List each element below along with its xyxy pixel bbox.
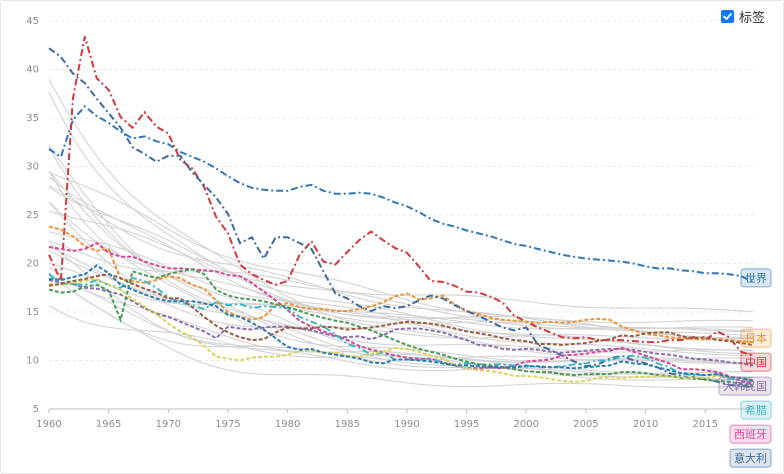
background-series-line [48,249,754,340]
checkbox-checked-icon[interactable] [720,10,734,23]
x-tick-label: 1980 [275,419,300,430]
x-tick-label: 1975 [215,419,240,430]
series-end-label-text: 希腊 [745,403,767,417]
series-line[interactable] [48,47,754,389]
y-tick-label: 40 [26,65,39,76]
background-series-line [48,186,754,355]
background-series-line [48,262,754,324]
series-end-label-text: 西班牙 [734,428,767,441]
y-tick-label: 15 [26,307,39,318]
series-end-label-box [740,352,772,372]
background-series-line [48,266,754,365]
label-toggle-text: 标签 [738,11,765,26]
series-end-label-box [729,448,772,468]
x-tick-label: 2000 [514,419,539,430]
series-end-label-box [740,328,772,348]
background-series-line [48,91,754,333]
gridlines [49,20,753,410]
series-end-label[interactable]: 日本 [740,328,772,348]
y-tick-label: 45 [26,16,39,27]
series-end-label[interactable]: 世界 [740,268,772,288]
x-tick-label: 2015 [693,419,718,430]
series-end-label[interactable]: 意大利 [729,448,772,468]
series-end-label-text: 中国 [745,356,767,369]
x-tick-label: 2005 [573,419,598,430]
x-tick-label: 2010 [633,419,658,430]
series-end-label-box [718,376,772,396]
background-series-line [48,171,754,340]
series-line[interactable] [48,241,754,385]
series-line[interactable] [48,105,754,283]
series-end-label[interactable]: 大韩民国 [718,376,772,396]
series-line[interactable] [48,277,754,383]
series-line[interactable] [48,273,754,347]
background-series-line [48,144,754,382]
label-toggle-checkbox[interactable]: 标签 [720,7,765,26]
series-end-label-box [740,268,772,288]
y-tick-label: 25 [26,210,39,221]
series-line[interactable] [48,225,754,344]
y-tick-label: 20 [26,259,39,270]
background-series-line [48,210,754,340]
series-line[interactable] [48,264,754,382]
background-series-line [48,305,753,364]
series-end-label-text: 日本 [745,331,767,345]
y-tick-label: 35 [26,113,39,124]
background-series-line [48,272,754,389]
x-tick-label: 1990 [394,419,419,430]
series-line[interactable] [48,36,754,357]
y-tick-label: 10 [26,356,39,367]
x-tick-label: 1995 [454,419,479,430]
x-tick-label: 1965 [96,419,121,430]
x-tick-label: 1960 [36,419,61,430]
axes: 5 10 15 20 25 30 35 40 45 1960 1965 1970 1975 1980 198… [26,16,753,430]
x-tick-label: 1970 [156,419,181,430]
background-series-line [48,231,754,351]
series-end-label-box [740,400,772,420]
y-tick-label: 5 [33,404,39,415]
x-tick-label: 1985 [335,419,360,430]
series-end-label[interactable]: 中国 [740,352,772,372]
highlighted-series [48,36,754,389]
series-end-label[interactable]: 希腊 [740,400,772,420]
y-tick-label: 30 [26,162,39,173]
series-end-label-text: 意大利 [734,451,767,465]
series-end-label-box [729,424,772,444]
background-series-line [48,176,754,356]
series-end-label-text: 大韩民国 [723,379,767,393]
series-end-label-text: 世界 [745,272,767,285]
background-series-line [48,241,753,375]
series-end-label[interactable]: 西班牙 [729,424,772,444]
series-line[interactable] [48,279,754,367]
